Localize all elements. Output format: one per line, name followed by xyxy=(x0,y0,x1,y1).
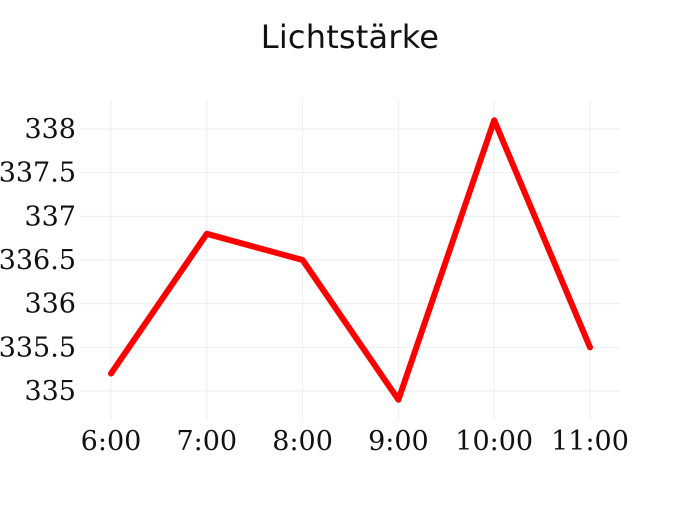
y-tick-label: 336 xyxy=(24,289,76,320)
x-tick-label: 8:00 xyxy=(272,426,333,457)
chart-title: Lichtstärke xyxy=(260,18,440,56)
y-tick-label: 335 xyxy=(24,376,76,407)
y-tick-label: 337 xyxy=(24,201,76,232)
x-tick-label: 10:00 xyxy=(455,426,533,457)
y-tick-label: 337.5 xyxy=(0,158,76,189)
x-tick-label: 6:00 xyxy=(81,426,142,457)
data-point xyxy=(395,397,401,403)
series-layer xyxy=(108,117,593,403)
y-tick-label: 338 xyxy=(24,114,76,145)
data-point xyxy=(587,344,593,350)
data-point xyxy=(491,117,497,123)
grid-layer xyxy=(80,100,620,420)
data-point xyxy=(108,371,114,377)
data-point xyxy=(204,231,210,237)
tick-labels: 335 335.5 336 336.5 337 337.5 338 6:00 7:00 8:00 9… xyxy=(0,114,629,457)
x-tick-label: 7:00 xyxy=(176,426,237,457)
y-tick-label: 335.5 xyxy=(0,332,76,363)
x-tick-label: 11:00 xyxy=(551,426,629,457)
series-line xyxy=(108,117,593,403)
x-tick-label: 9:00 xyxy=(368,426,429,457)
y-tick-label: 336.5 xyxy=(0,245,76,276)
data-point xyxy=(300,257,306,263)
